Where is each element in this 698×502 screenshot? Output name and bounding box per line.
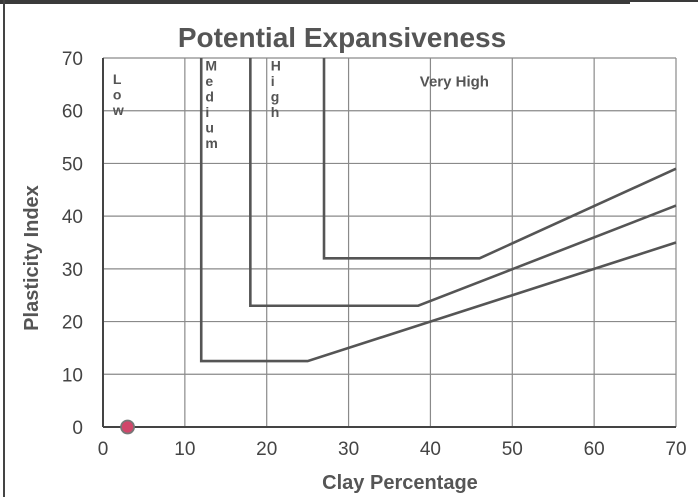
region-label: Very High [420, 73, 489, 90]
left-border [3, 0, 5, 497]
x-tick-label: 0 [98, 439, 109, 460]
axes [102, 58, 676, 428]
y-axis-label: Plasticity Index [21, 185, 43, 331]
region-label-char: e [205, 73, 213, 89]
x-tick-label: 40 [420, 439, 441, 460]
tick-labels: 0 10 20 30 40 50 60 70 0 10 20 30 40 50 60 70 [62, 49, 687, 460]
y-tick-label: 60 [62, 102, 83, 123]
x-tick-label: 10 [174, 439, 195, 460]
x-tick-label: 30 [338, 439, 359, 460]
region-label-char: i [271, 73, 275, 89]
region-label-char: L [113, 71, 122, 87]
region-label-char: o [113, 86, 122, 102]
y-tick-label: 20 [62, 313, 83, 334]
y-tick-label: 0 [72, 418, 83, 439]
y-tick-label: 70 [62, 49, 83, 70]
y-tick-label: 10 [62, 365, 83, 386]
boundary-line [249, 58, 677, 308]
y-tick-label: 40 [62, 207, 83, 228]
region-label-char: h [271, 104, 280, 120]
y-tick-label: 50 [62, 154, 83, 175]
region-label-char: H [271, 58, 281, 74]
top-border-right [630, 0, 698, 2]
grid-lines [103, 57, 677, 427]
region-label-char: g [271, 89, 280, 105]
top-border [0, 0, 630, 4]
region-label-char: i [205, 104, 209, 120]
x-tick-label: 50 [502, 439, 523, 460]
region-label-char: u [205, 120, 214, 136]
y-tick-label: 30 [62, 260, 83, 281]
x-tick-label: 70 [665, 439, 686, 460]
x-tick-label: 20 [256, 439, 277, 460]
region-label-char: d [205, 89, 214, 105]
x-axis-label: Clay Percentage [322, 472, 478, 494]
boundary-line [322, 58, 677, 260]
region-label-char: w [112, 102, 124, 118]
series-lines [199, 58, 677, 363]
chart-title: Potential Expansiveness [178, 22, 506, 53]
region-label-char: m [205, 135, 217, 151]
boundary-line [199, 58, 677, 363]
data-point-marker [120, 419, 135, 435]
region-label-char: M [205, 58, 217, 74]
data-markers [120, 419, 135, 435]
x-tick-label: 60 [584, 439, 605, 460]
